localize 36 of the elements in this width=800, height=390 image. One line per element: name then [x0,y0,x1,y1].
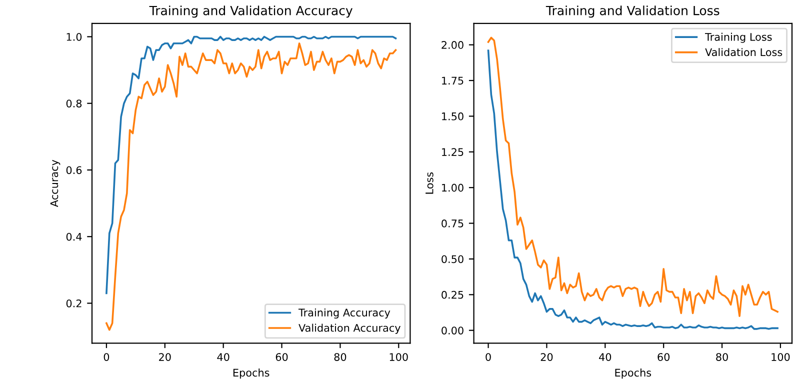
y-tick-label: 0.6 [66,166,82,174]
x-tick-label: 100 [772,353,790,361]
x-axis-title: Epochs [615,368,652,379]
x-tick-label: 100 [390,353,408,361]
y-tick-label: 1.50 [442,112,464,120]
x-tick-label: 40 [217,353,230,361]
y-tick-label: 1.00 [442,184,464,192]
y-tick-label: 0.4 [66,232,82,241]
x-tick-label: 0 [486,353,491,361]
chart-title: Training and Validation Loss [546,6,720,18]
x-tick-label: 20 [540,353,553,361]
legend-label: Training Loss [704,32,772,43]
legend-label: Validation Loss [705,48,782,56]
legend-label: Validation Accuracy [298,324,400,334]
y-tick-label: 0.2 [66,299,82,308]
legend-label: Training Accuracy [298,308,390,319]
y-tick-label: 0.50 [442,255,464,264]
x-tick-label: 80 [334,353,346,361]
chart-title: Training and Validation Accuracy [149,6,352,18]
y-tick-label: 0.8 [66,100,82,108]
y-axis-title: Accuracy [50,160,60,207]
x-axis-title: Epochs [233,368,270,379]
x-tick-label: 40 [599,353,612,361]
y-tick-label: 0.00 [442,326,464,334]
x-tick-label: 20 [159,353,171,361]
y-tick-label: 2.00 [442,41,464,49]
x-tick-label: 80 [716,353,728,361]
y-tick-label: 0.25 [442,290,464,299]
x-tick-label: 0 [104,353,110,361]
y-tick-label: 1.0 [66,32,82,41]
y-tick-label: 1.25 [442,148,464,156]
y-axis-title: Loss [426,172,434,194]
x-tick-label: 60 [276,353,288,361]
x-tick-label: 60 [658,353,670,361]
y-tick-label: 1.75 [442,76,464,85]
y-tick-label: 0.75 [442,220,464,228]
